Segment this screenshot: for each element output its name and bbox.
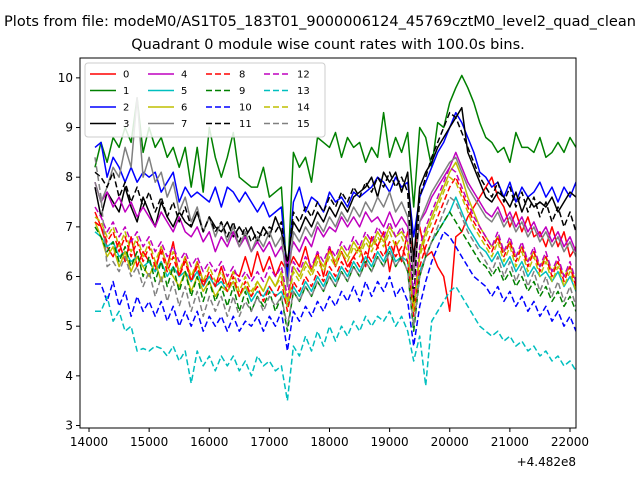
series-line-9 (94, 211, 576, 332)
y-tick-label: 3 (65, 419, 73, 433)
series-line-14 (94, 176, 576, 313)
legend-label-7: 7 (181, 119, 187, 130)
legend-label-13: 13 (297, 86, 310, 97)
legend-box (84, 62, 326, 138)
x-offset-label: +4.482e8 (517, 455, 576, 469)
series-line-12 (94, 166, 576, 298)
x-tick-label: 16000 (190, 435, 228, 449)
series-line-10 (95, 231, 576, 352)
chart-title: Quadrant 0 module wise count rates with … (131, 37, 525, 53)
legend-label-15: 15 (297, 119, 310, 130)
x-tick-label: 14000 (70, 435, 108, 449)
x-tick-label: 21000 (491, 435, 529, 449)
legend-label-11: 11 (239, 119, 252, 130)
x-tick-label: 22000 (551, 435, 589, 449)
y-tick-label: 7 (65, 220, 73, 234)
legend-label-3: 3 (123, 119, 129, 130)
legend-label-9: 9 (239, 86, 245, 97)
legend-label-2: 2 (123, 103, 129, 114)
series-line-15 (94, 157, 576, 327)
y-tick-label: 4 (65, 369, 73, 383)
y-tick-label: 8 (65, 170, 73, 184)
series-line-13 (95, 285, 576, 402)
y-tick-label: 10 (58, 71, 73, 85)
series-layer (94, 74, 576, 402)
x-tick-label: 19000 (371, 435, 409, 449)
series-line-7 (94, 96, 576, 288)
series-line-3 (94, 106, 576, 263)
x-axis: 14000 15000 16000 17000 18000 19000 20000 21000… (70, 428, 589, 449)
series-line-11 (94, 111, 576, 303)
legend-label-10: 10 (239, 103, 252, 114)
series-line-8 (94, 176, 576, 318)
legend-label-1: 1 (123, 86, 129, 97)
y-axis: 3 4 5 6 7 8 9 10 (58, 71, 80, 433)
chart-suptitle: Plots from file: modeM0/AS1T05_183T01_90… (4, 14, 636, 30)
series-line-6 (94, 161, 576, 308)
y-tick-label: 6 (65, 270, 73, 284)
legend-label-5: 5 (181, 86, 187, 97)
plot-frame (79, 57, 577, 429)
legend-label-4: 4 (181, 70, 187, 81)
legend-label-8: 8 (239, 70, 245, 81)
series-line-5 (94, 196, 576, 308)
legend-label-6: 6 (181, 103, 187, 114)
series-line-2 (94, 111, 576, 278)
series-line-1 (94, 74, 576, 283)
legend-label-12: 12 (297, 70, 310, 81)
legend-label-0: 0 (123, 70, 129, 81)
x-tick-label: 15000 (130, 435, 168, 449)
x-tick-label: 18000 (310, 435, 348, 449)
x-tick-label: 17000 (250, 435, 288, 449)
y-tick-label: 9 (65, 121, 73, 135)
legend-label-14: 14 (297, 103, 310, 114)
y-tick-label: 5 (65, 319, 73, 333)
x-tick-label: 20000 (431, 435, 469, 449)
